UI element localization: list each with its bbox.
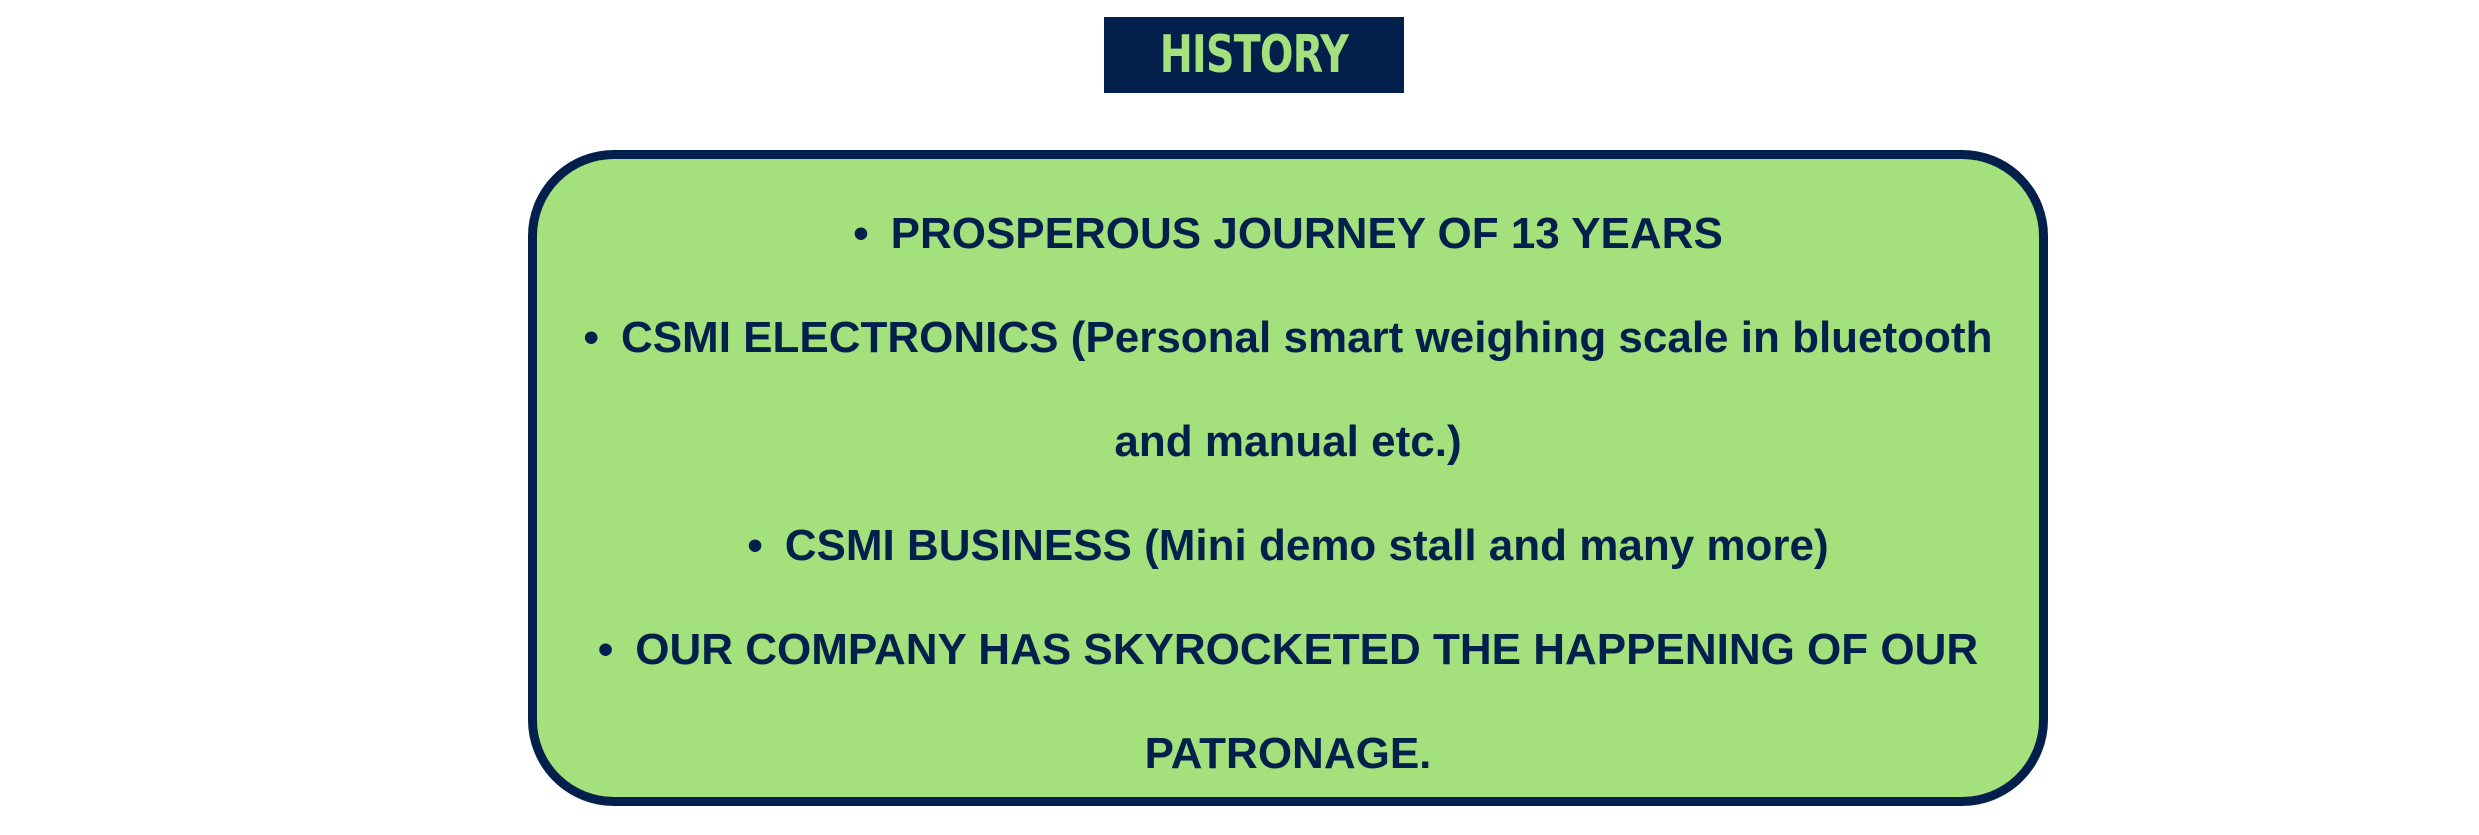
history-item-1-text: PROSPEROUS JOURNEY OF 13 YEARS [890, 209, 1723, 258]
history-item-4-continuation: PATRONAGE. [537, 732, 2039, 776]
bullet-icon: • [583, 313, 599, 362]
history-item-2-text-cont: and manual etc.) [1114, 417, 1462, 466]
bullet-icon: • [853, 209, 869, 258]
history-item-3: • CSMI BUSINESS (Mini demo stall and many… [537, 524, 2039, 568]
page-title: HISTORY [1159, 25, 1349, 85]
history-item-3-text: CSMI BUSINESS (Mini demo stall and many … [784, 521, 1829, 570]
history-box: • PROSPEROUS JOURNEY OF 13 YEARS • CSMI EL… [528, 150, 2048, 806]
bullet-icon: • [747, 521, 763, 570]
title-banner: HISTORY [1104, 17, 1404, 93]
history-item-4: • OUR COMPANY HAS SKYROCKETED THE HAPPENI… [537, 628, 2039, 672]
history-item-4-text: OUR COMPANY HAS SKYROCKETED THE HAPPENIN… [635, 625, 1979, 674]
history-item-2: • CSMI ELECTRONICS (Personal smart weighi… [537, 316, 2039, 360]
history-item-1: • PROSPEROUS JOURNEY OF 13 YEARS [537, 212, 2039, 256]
history-item-2-continuation: and manual etc.) [537, 420, 2039, 464]
history-item-4-text-cont: PATRONAGE. [1144, 729, 1432, 778]
history-item-2-text: CSMI ELECTRONICS (Personal smart weighin… [620, 313, 1993, 362]
bullet-icon: • [597, 625, 614, 674]
